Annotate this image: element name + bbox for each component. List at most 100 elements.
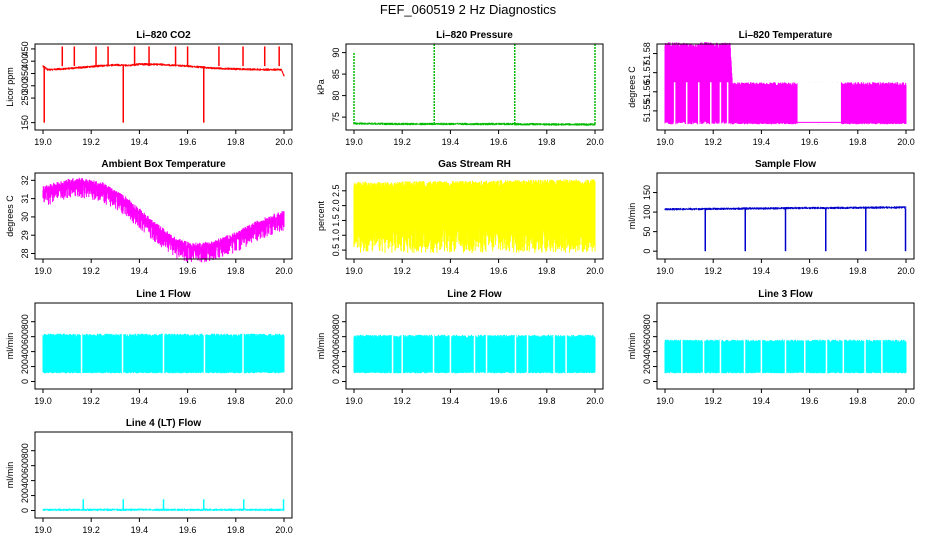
x-tick-label: 19.2 xyxy=(704,396,722,406)
y-tick-label: 29 xyxy=(20,230,30,240)
plot-frame xyxy=(34,172,293,260)
chart-title: Gas Stream RH xyxy=(438,159,511,170)
x-tick-label: 19.8 xyxy=(849,137,867,147)
chart-title: Li–820 CO2 xyxy=(136,30,191,41)
y-tick-label: 0 xyxy=(642,379,652,384)
chart-title: Li–820 Pressure xyxy=(436,30,513,41)
y-tick-label: 200 xyxy=(331,359,341,374)
x-tick-label: 20.0 xyxy=(275,137,293,147)
x-tick-label: 19.0 xyxy=(656,396,674,406)
x-tick-label: 20.0 xyxy=(586,137,604,147)
x-tick-label: 19.0 xyxy=(656,266,674,276)
y-axis-label: kPa xyxy=(316,79,326,95)
y-axis-label: ml/min xyxy=(5,462,15,489)
x-tick-label: 19.6 xyxy=(490,137,508,147)
x-tick-label: 19.4 xyxy=(753,137,771,147)
x-tick-label: 19.2 xyxy=(393,396,411,406)
chart-title: Li–820 Temperature xyxy=(739,30,833,41)
y-tick-label: 80 xyxy=(331,91,341,101)
y-tick-label: 400 xyxy=(20,54,30,69)
y-tick-label: 150 xyxy=(20,115,30,130)
x-tick-label: 19.6 xyxy=(179,266,197,276)
chart-panel-6: Sample Flow ml/min 19.0 19.2 19.4 19.6 19.8 20.… xyxy=(627,159,915,276)
x-tick-label: 19.4 xyxy=(442,396,460,406)
y-tick-label: 2.0 xyxy=(331,199,341,212)
y-axis-label: ml/min xyxy=(316,333,326,360)
x-tick-label: 19.6 xyxy=(490,266,508,276)
y-tick-label: 1.5 xyxy=(331,214,341,227)
x-tick-label: 19.4 xyxy=(131,266,149,276)
y-tick-label: 28 xyxy=(20,249,30,259)
x-tick-label: 19.8 xyxy=(538,137,556,147)
x-tick-label: 19.0 xyxy=(34,525,52,535)
y-tick-label: 51.58 xyxy=(642,42,652,65)
chart-title: Ambient Box Temperature xyxy=(101,159,226,170)
series-line xyxy=(42,508,285,512)
x-tick-label: 20.0 xyxy=(897,137,915,147)
y-tick-label: 51.56 xyxy=(642,81,652,104)
plot-frame xyxy=(34,431,293,519)
x-tick-label: 19.6 xyxy=(801,137,819,147)
y-tick-label: 600 xyxy=(20,329,30,344)
plot-frame xyxy=(34,302,293,390)
x-tick-label: 19.4 xyxy=(131,137,149,147)
y-tick-label: 2.5 xyxy=(331,185,341,198)
x-tick-label: 19.2 xyxy=(82,137,100,147)
y-tick-label: 75 xyxy=(331,112,341,122)
y-tick-label: 0 xyxy=(331,379,341,384)
y-axis-label: ml/min xyxy=(627,333,637,360)
chart-panel-7: Line 1 Flow ml/min 19.0 19.2 19.4 19.6 19.8 20.… xyxy=(5,289,293,406)
figure-title: FEF_060519 2 Hz Diagnostics xyxy=(379,2,557,17)
plot-frame xyxy=(345,302,604,390)
y-tick-label: 31 xyxy=(20,194,30,204)
chart-panel-5: Gas Stream RH percent 19.0 19.2 19.4 19.6 19.8… xyxy=(316,159,604,276)
y-tick-label: 400 xyxy=(20,344,30,359)
plot-frame xyxy=(656,43,915,131)
x-tick-label: 19.0 xyxy=(34,396,52,406)
chart-title: Sample Flow xyxy=(755,159,816,170)
x-tick-label: 19.0 xyxy=(34,137,52,147)
y-axis-label: percent xyxy=(316,200,326,231)
y-tick-label: 600 xyxy=(20,458,30,473)
y-tick-label: 600 xyxy=(642,329,652,344)
y-tick-label: 51.57 xyxy=(642,61,652,84)
x-tick-label: 19.6 xyxy=(801,266,819,276)
chart-panel-8: Line 2 Flow ml/min 19.0 19.2 19.4 19.6 19.8 20.… xyxy=(316,289,604,406)
x-tick-label: 19.8 xyxy=(227,396,245,406)
series-line xyxy=(42,177,285,263)
x-tick-label: 19.4 xyxy=(442,137,460,147)
x-tick-label: 19.0 xyxy=(345,396,363,406)
y-tick-label: 30 xyxy=(20,212,30,222)
chart-panel-9: Line 3 Flow ml/min 19.0 19.2 19.4 19.6 19.8 20.… xyxy=(627,289,915,406)
plot-frame xyxy=(34,43,293,131)
x-tick-label: 19.4 xyxy=(753,396,771,406)
y-axis-label: Licor ppm xyxy=(5,67,15,107)
y-tick-label: 800 xyxy=(331,314,341,329)
chart-panel-2: Li–820 Pressure kPa 19.0 19.2 19.4 19.6 19.8 20… xyxy=(316,30,604,147)
y-tick-label: 800 xyxy=(20,314,30,329)
x-tick-label: 19.6 xyxy=(801,396,819,406)
x-tick-label: 19.0 xyxy=(656,137,674,147)
y-tick-label: 0 xyxy=(20,379,30,384)
plot-frame xyxy=(656,302,915,390)
x-tick-label: 20.0 xyxy=(275,396,293,406)
chart-title: Line 4 (LT) Flow xyxy=(126,418,202,429)
series-line xyxy=(353,122,596,126)
x-tick-label: 20.0 xyxy=(586,266,604,276)
plot-frame xyxy=(656,172,915,260)
y-tick-label: 400 xyxy=(642,344,652,359)
y-tick-label: 800 xyxy=(642,314,652,329)
y-tick-label: 0.5 xyxy=(331,244,341,257)
y-tick-label: 0 xyxy=(20,508,30,513)
y-tick-label: 400 xyxy=(331,344,341,359)
chart-panel-3: Li–820 Temperature degrees C 19.0 19.2 19.4 1… xyxy=(627,30,915,147)
y-tick-label: 200 xyxy=(642,359,652,374)
x-tick-label: 19.2 xyxy=(704,137,722,147)
series-gap xyxy=(797,82,841,125)
y-axis-label: degrees C xyxy=(5,195,15,237)
x-tick-label: 19.2 xyxy=(82,266,100,276)
x-tick-label: 19.4 xyxy=(131,396,149,406)
x-tick-label: 19.8 xyxy=(227,137,245,147)
y-tick-label: 32 xyxy=(20,175,30,185)
